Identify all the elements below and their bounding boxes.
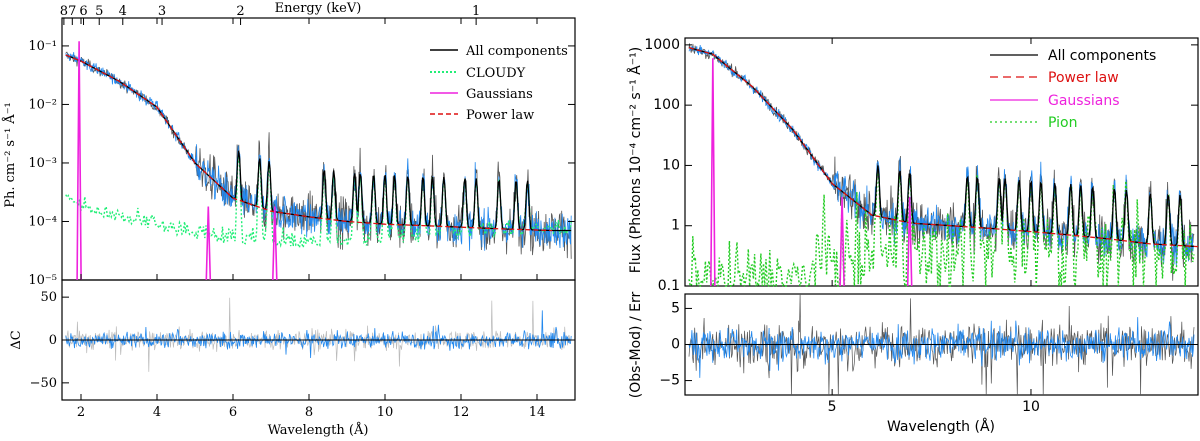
left-ytick-label: 10⁻³ [28,156,57,171]
left-data-blue [65,52,572,251]
left-legend: All components CLOUDY Gaussians Power la… [430,44,568,123]
right-residual-blue [688,317,1195,378]
right-data-gray [688,43,1195,281]
right-xtick-label: 5 [828,399,837,415]
left-legend-label-2: Gaussians [466,87,533,102]
right-gaussian-1 [839,196,845,287]
left-ytick-label: 10⁻¹ [28,39,57,54]
left-top-axis-label: Energy (keV) [275,1,362,16]
left-xtick-label: 6 [229,405,237,420]
left-energy-tick-label: 6 [79,4,87,19]
right-upper-frame [684,37,1199,287]
right-legend: All components Power law Gaussians Pion [990,48,1156,131]
right-ytick-label: 0.1 [658,278,680,294]
right-gaussian-2 [906,196,913,287]
left-energy-tick-label: 3 [158,4,166,19]
left-ytick-label: 10⁻² [28,97,57,112]
right-xtick-label: 10 [1022,399,1040,415]
left-x-axis-label: Wavelength (Å) [268,422,369,438]
left-series-cloudy [65,153,572,251]
right-lower-ytick-label: −5 [659,373,680,389]
left-gaussian-0 [76,41,82,281]
left-xtick-label: 14 [529,405,546,420]
left-ytick-label: 10⁻⁴ [28,214,57,229]
left-ytick-label: 10⁻⁵ [28,273,57,288]
left-series-power-law [65,54,553,232]
right-legend-label-1: Power law [1048,70,1119,86]
left-energy-tick-label: 1 [472,4,480,19]
right-ytick-label: 1 [671,218,680,234]
left-legend-label-3: Power law [466,108,534,123]
right-legend-label-2: Gaussians [1048,93,1120,109]
left-energy-tick-label: 8 [60,4,68,19]
left-residual-gray [65,297,572,372]
right-ytick-label: 100 [653,97,680,113]
left-lower-y-label: ΔC [9,330,24,349]
left-lower-ytick-label: 0 [49,333,57,348]
right-series-power-law [688,46,1199,248]
left-energy-tick-label: 2 [236,4,244,19]
right-legend-label-3: Pion [1048,115,1077,131]
left-xtick-label: 8 [305,405,313,420]
right-ytick-label: 10 [662,157,680,173]
right-legend-label-0: All components [1048,48,1156,64]
left-gaussian-2 [272,206,278,281]
right-x-axis-label: Wavelength (Å) [887,418,995,435]
left-xtick-label: 2 [77,405,85,420]
right-panel: 5 10 0.1 1 10 100 1000 −5 0 5 Wavelength (Å) Flux… [627,37,1199,435]
left-residual-blue [65,310,572,359]
left-energy-tick-label: 4 [119,4,127,19]
left-legend-label-1: CLOUDY [466,66,526,81]
right-lower-ytick-label: 0 [671,337,680,353]
left-legend-label-0: All components [465,44,568,59]
left-xtick-label: 10 [377,405,394,420]
right-lower-ytick-label: 5 [671,300,680,316]
left-series-all-components [65,54,572,232]
left-xtick-label: 4 [153,405,161,420]
right-series-cloudy [688,170,1195,288]
right-upper-y-label: Flux (Photons 10⁻⁴ cm⁻² s⁻¹ Å⁻¹) [627,47,644,273]
left-energy-tick-label: 5 [95,4,103,19]
left-lower-ytick-label: 50 [40,290,57,305]
right-data-blue [688,44,1195,266]
left-xtick-label: 12 [453,405,470,420]
left-energy-tick-label: 7 [68,4,76,19]
left-upper-y-label: Ph. cm⁻² s⁻¹ Å⁻¹ [2,102,18,208]
right-ytick-label: 1000 [644,37,680,53]
left-gaussian-1 [205,206,212,281]
right-gaussian-0 [710,58,716,287]
right-lower-y-label: (Obs-Mod) / Err [628,292,644,399]
left-lower-ytick-label: −50 [30,376,57,391]
